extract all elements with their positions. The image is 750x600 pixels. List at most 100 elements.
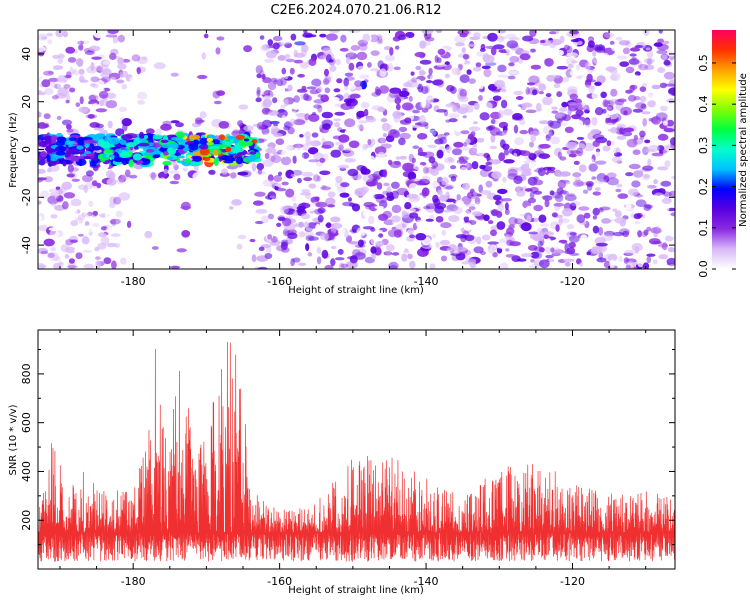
spectrogram-cell (343, 147, 353, 152)
spectrogram-cell (313, 99, 326, 104)
spectrogram-cell (395, 103, 401, 111)
spectrogram-cell (279, 40, 292, 45)
spectrogram-cell (46, 154, 51, 163)
spectrogram-cell (538, 120, 551, 125)
spectrogram-cell (483, 68, 492, 78)
spectrogram-cell (521, 102, 533, 108)
spectrogram-cell (624, 249, 636, 256)
spectrogram-cell (569, 30, 580, 35)
spectrogram-cell (177, 155, 185, 159)
spectrogram-cell (44, 64, 54, 70)
spectrogram-cell (133, 146, 139, 150)
spectrogram-cell (98, 90, 109, 99)
snr-frame (37, 329, 676, 570)
snr-line (38, 341, 675, 562)
spectrogram-cell (47, 39, 53, 45)
spectrogram-cell (376, 36, 383, 46)
spectrogram-cell (119, 233, 132, 243)
spectrogram-cell (551, 110, 559, 114)
spectrogram-cell (197, 74, 208, 80)
spectrogram-cell (370, 50, 380, 56)
spectrogram-cell (634, 71, 641, 76)
spectrogram-cell (160, 123, 172, 131)
spectrogram-cell (304, 113, 310, 121)
spectrogram-cell (554, 193, 564, 203)
spectrogram-cell (415, 219, 423, 228)
spectrogram-cell (270, 155, 282, 163)
spectrogram-cell (647, 100, 656, 108)
spectrogram-cell (86, 66, 98, 74)
spectrogram-cell (84, 151, 92, 154)
spectrogram-cell (610, 72, 621, 81)
spectrogram-cell (588, 86, 596, 90)
spectrogram-cell (92, 145, 102, 151)
spectrogram-cell (578, 140, 587, 150)
spectrogram-cell (88, 45, 101, 52)
spectrogram-cell (264, 109, 273, 113)
spectrogram-cell (633, 134, 638, 141)
spectrogram-cell (114, 148, 122, 153)
spectrogram-cell (257, 266, 268, 269)
spectrogram-cell (409, 234, 416, 239)
spectrogram-cell (487, 83, 498, 91)
spectrogram-cell (81, 236, 90, 245)
spectrogram-cell (380, 114, 391, 124)
spectrogram-cell (38, 111, 42, 118)
spectrogram-cell (151, 246, 159, 250)
spectrogram-cell (378, 233, 384, 238)
x-tick-label: -160 (267, 575, 292, 588)
spectrogram-cell (118, 242, 128, 250)
spectrogram-cell (273, 85, 285, 95)
spectrogram-cell (556, 65, 569, 70)
spectrogram-cell (271, 255, 282, 260)
spectrogram-cell (370, 80, 377, 86)
spectrogram-cell (555, 30, 560, 34)
spectrogram-cell (329, 30, 341, 34)
spectrogram-cell (368, 215, 375, 225)
spectrogram-cell (379, 68, 387, 77)
spectrogram-cell (619, 61, 630, 67)
spectrogram-cell (632, 74, 640, 80)
spectrogram-cell (256, 86, 261, 95)
spectrogram-cell (75, 102, 81, 108)
spectrogram-cell (490, 229, 497, 237)
spectrogram-cell (298, 202, 311, 209)
spectrogram-cell (95, 123, 104, 129)
spectrogram-cell (450, 86, 457, 94)
spectrogram-cell (476, 148, 485, 157)
spectrogram-cell (408, 95, 413, 102)
spectrogram-cell (213, 100, 222, 105)
spectrogram-cell (275, 138, 285, 145)
spectrogram-cell (109, 196, 117, 205)
spectrogram-cell (353, 72, 358, 77)
spectrogram-cell (541, 48, 553, 55)
spectrogram-cell (325, 222, 332, 229)
y-tick-label: 40 (20, 47, 33, 61)
spectrogram-cell (224, 141, 233, 146)
spectrogram-cell (78, 40, 90, 44)
spectrogram-cell (523, 73, 529, 80)
spectrogram-cell (468, 126, 481, 132)
spectrogram-cell (38, 200, 42, 205)
spectrogram-cell (296, 88, 308, 93)
spectrogram-cell (563, 190, 569, 196)
spectrogram-cell (367, 139, 372, 145)
spectrogram-cell (105, 154, 110, 158)
spectrogram-cell (300, 48, 307, 58)
spectrogram-cell (409, 260, 416, 269)
spectrogram-cell (294, 223, 299, 228)
spectrogram-cell (78, 159, 83, 167)
spectrogram-cell (254, 191, 266, 197)
spectrogram-cell (556, 187, 564, 195)
spectrogram-cell (320, 186, 332, 191)
spectrogram-cell (564, 261, 571, 267)
spectrogram-cell (453, 250, 460, 255)
spectrogram-cell (90, 83, 96, 87)
spectrogram-cell (484, 102, 493, 111)
spectrogram-cell (459, 88, 467, 98)
spectrogram-cell (461, 195, 472, 205)
spectrogram-cell (424, 37, 435, 42)
spectrogram-cell (398, 126, 408, 132)
spectrogram-cell (362, 143, 368, 151)
spectrogram-cell (70, 198, 82, 207)
